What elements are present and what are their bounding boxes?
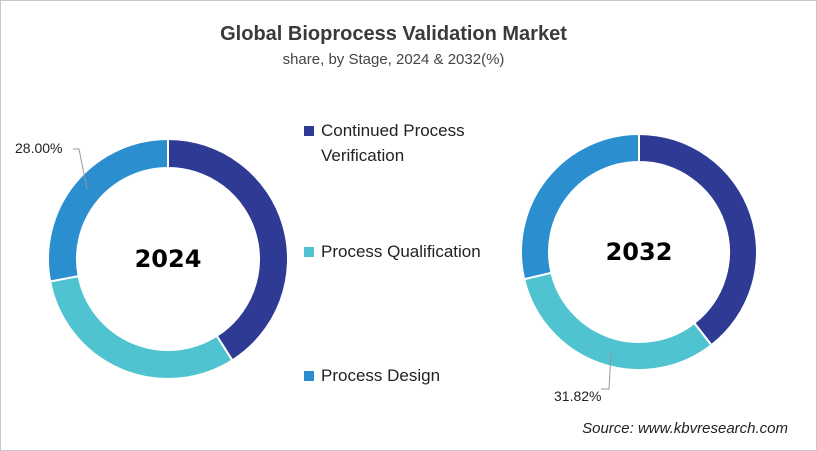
chart-title: Global Bioprocess Validation Market xyxy=(220,23,567,45)
legend-label: Continued Process Verification xyxy=(321,121,465,165)
data-label-2024-process-design: 28.00% xyxy=(15,140,63,156)
data-label-2032-process-qualification: 31.82% xyxy=(554,388,602,404)
legend-swatch xyxy=(304,371,314,381)
leader-line xyxy=(601,352,612,390)
legend-item-process-qualification: Process Qualification xyxy=(304,239,481,264)
legend-label: Process Design xyxy=(321,366,441,385)
donut-center-label: 2024 xyxy=(135,245,202,273)
legend-swatch xyxy=(304,247,314,257)
donut-slice-2032-process-design xyxy=(520,132,640,281)
legend-item-continued-process-verification: Continued Process Verification xyxy=(304,118,491,168)
legend-item-process-design: Process Design xyxy=(304,363,440,388)
legend-swatch xyxy=(304,126,314,136)
donut-slice-2024-process-qualification xyxy=(48,274,234,380)
donut-center-label: 2032 xyxy=(606,238,673,266)
source-note: Source: www.kbvresearch.com xyxy=(582,420,788,437)
donut-slice-2032-process-qualification xyxy=(522,271,713,371)
donut-slice-2024-process-design xyxy=(47,137,169,283)
chart-subtitle: share, by Stage, 2024 & 2032(%) xyxy=(282,51,505,68)
leader-line xyxy=(73,148,88,190)
legend-label: Process Qualification xyxy=(321,242,481,261)
